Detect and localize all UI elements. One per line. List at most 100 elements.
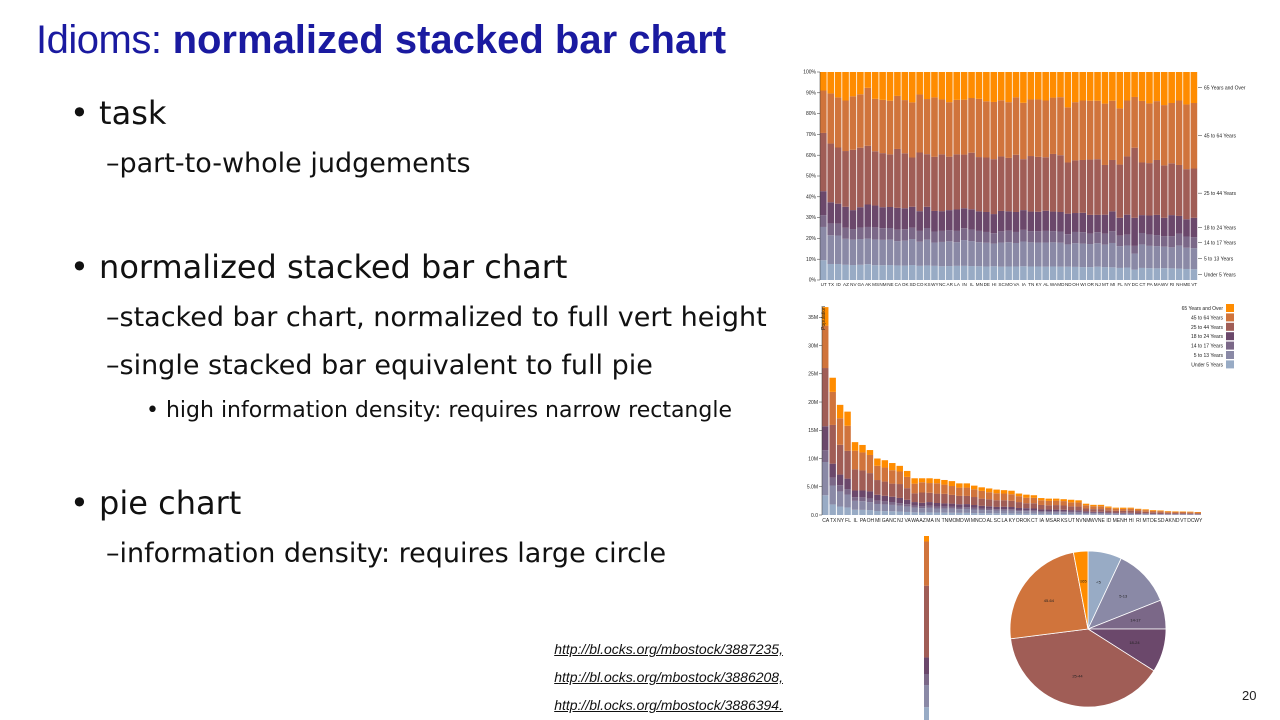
bar-segment [908, 72, 916, 103]
bar-segment [1120, 510, 1127, 513]
x-tick-label: OR [1087, 282, 1095, 287]
x-tick-label: ID [1106, 518, 1111, 524]
x-tick-label: MN [976, 282, 983, 287]
bullet-pie-chart: • pie chart [70, 484, 242, 522]
bar-segment [864, 264, 872, 280]
bar-segment [1045, 512, 1052, 514]
x-tick-label: ND [1172, 518, 1180, 524]
bar-segment [1020, 266, 1027, 280]
bar-segment [1112, 507, 1120, 509]
bar-segment [1034, 156, 1042, 212]
bar-segment [836, 404, 844, 419]
bar-segment [971, 485, 978, 490]
bar-segment [1049, 211, 1057, 232]
bar-segment [990, 214, 998, 234]
bar-segment [879, 99, 886, 154]
bar-segment [1123, 245, 1131, 268]
bar-segment [1038, 511, 1045, 514]
bar-segment [1127, 508, 1134, 511]
bar-segment [1052, 511, 1060, 513]
bar-segment [1057, 155, 1064, 212]
bar-segment [1090, 513, 1097, 515]
bar-segment [997, 210, 1005, 232]
bar-segment [1057, 211, 1064, 232]
bar-segment [1072, 160, 1079, 214]
bar-segment [1164, 511, 1172, 512]
bar-segment [1060, 511, 1067, 513]
bar-segment [864, 145, 872, 205]
bar-segment [1157, 511, 1164, 513]
bar-segment [971, 505, 978, 508]
bar-segment [842, 238, 849, 265]
bar-segment [963, 508, 971, 513]
bar-segment [1064, 244, 1072, 267]
bar-segment [889, 502, 896, 505]
title-main: normalized stacked bar chart [172, 18, 727, 62]
bar-segment [916, 152, 923, 212]
bar-segment [886, 100, 894, 155]
bar-segment [886, 154, 894, 207]
bar-segment [1149, 512, 1157, 514]
bar-segment [886, 265, 894, 280]
bar-segment [975, 98, 983, 158]
x-tick-label: NJ [1095, 282, 1101, 287]
bar-segment [1034, 242, 1042, 267]
bar-segment [926, 492, 933, 503]
bar-segment [1005, 266, 1012, 280]
x-tick-label: AK [1165, 518, 1172, 524]
y-tick-label: 60% [806, 153, 817, 159]
bar-segment [1157, 510, 1164, 512]
bar-segment [1027, 99, 1035, 157]
bar-segment [1067, 514, 1075, 515]
bar-segment [1097, 513, 1105, 515]
sub-bullet-normalized: –stacked bar chart, normalized to full v… [106, 302, 767, 333]
bar-segment [1146, 72, 1153, 104]
bar-segment [997, 72, 1005, 101]
source-link-1[interactable]: http://bl.ocks.org/mbostock/3887235, [554, 641, 783, 657]
bar-segment [908, 265, 916, 280]
normalized-stacked-bar-chart: UT TX ID AZ NV GA AK MS NM NE CA OK SD CO KS WY NC AR LA IN… [803, 70, 1246, 287]
bar-segment [1168, 247, 1175, 269]
bar-segment [1042, 266, 1049, 280]
bar-segment [874, 510, 881, 515]
bar-segment [924, 707, 929, 720]
bar-segment [836, 444, 844, 475]
bar-segment [985, 492, 993, 500]
bar-segment [896, 484, 903, 498]
bar-segment [993, 513, 1000, 515]
bar-segment [894, 148, 901, 208]
bar-segment [834, 203, 842, 224]
source-link-2[interactable]: http://bl.ocks.org/mbostock/3886208, [554, 669, 783, 685]
x-tick-label: WA [1050, 282, 1058, 287]
source-link-3[interactable]: http://bl.ocks.org/mbostock/3886394. [554, 697, 783, 713]
bar-segment [1072, 243, 1079, 267]
bar-segment [857, 207, 864, 228]
bar-segment [820, 191, 827, 216]
bar-segment [881, 467, 889, 482]
bar-segment [820, 260, 827, 280]
bar-segment [901, 153, 909, 209]
bar-segment [1067, 502, 1075, 507]
bar-segment [1067, 512, 1075, 515]
bar-segment [1138, 267, 1146, 280]
bar-segment [1116, 72, 1124, 109]
bar-segment [1123, 267, 1131, 280]
x-tick-label: SC [994, 518, 1001, 524]
bar-segment [1097, 514, 1105, 515]
bar-segment [938, 72, 946, 100]
single-stacked-bar [924, 536, 929, 720]
bar-segment [1142, 511, 1149, 514]
series-label: 5 to 13 Years [1204, 256, 1234, 262]
bar-segment [1097, 509, 1105, 512]
bar-segment [953, 209, 961, 231]
bar-segment [1082, 503, 1090, 506]
bar-segment [924, 536, 929, 542]
x-tick-label: GA [857, 282, 865, 287]
y-tick-label: 5.0M [807, 485, 818, 491]
bar-segment [971, 489, 978, 498]
bar-segment [1153, 72, 1161, 102]
x-tick-label: UT [821, 282, 827, 287]
bar-segment [827, 72, 835, 94]
bar-segment [864, 238, 872, 265]
bar-segment [1090, 512, 1097, 514]
